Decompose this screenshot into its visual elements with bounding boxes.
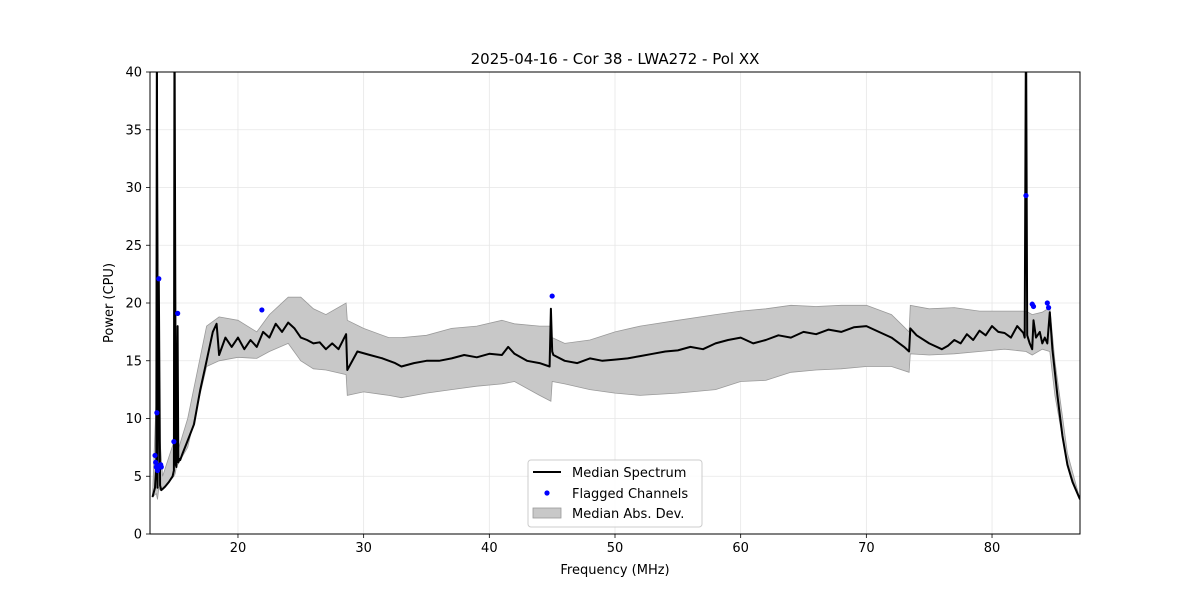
flagged-point [153, 459, 159, 465]
y-tick-label: 5 [134, 470, 142, 485]
x-axis-label: Frequency (MHz) [560, 563, 669, 578]
y-axis-label: Power (CPU) [102, 263, 117, 343]
legend-flagged-label: Flagged Channels [572, 487, 688, 502]
y-tick-label: 10 [125, 412, 142, 427]
x-tick-label: 40 [481, 541, 498, 556]
mad-band-layer [152, 129, 1080, 500]
legend-flagged-swatch [544, 490, 550, 496]
flagged-points-layer [152, 192, 1052, 474]
x-tick-label: 70 [858, 541, 875, 556]
y-tick-label: 20 [125, 297, 142, 312]
y-tick-label: 35 [125, 123, 142, 138]
flagged-point [156, 276, 162, 282]
median-spectrum-line [151, 72, 1080, 500]
legend-median-label: Median Spectrum [572, 466, 686, 481]
y-tick-label: 0 [134, 528, 142, 543]
flagged-point [1045, 305, 1052, 311]
flagged-point [1030, 303, 1037, 310]
flagged-point [171, 439, 177, 445]
flagged-point [154, 467, 161, 474]
flagged-point [154, 410, 160, 416]
x-tick-label: 20 [230, 541, 247, 556]
y-tick-label: 25 [125, 239, 142, 254]
y-tick-label: 30 [125, 181, 142, 196]
x-tick-label: 80 [984, 541, 1001, 556]
y-tick-label: 15 [125, 354, 142, 369]
flagged-point [152, 452, 158, 459]
axis-ticks: 20 30 40 50 60 70 80 0 5 10 15 20 25 30 35 40 [125, 66, 1000, 557]
flagged-point [259, 307, 265, 313]
x-tick-label: 30 [355, 541, 372, 556]
legend-box [527, 459, 703, 528]
legend-mad-label: Median Abs. Dev. [572, 507, 684, 522]
x-tick-label: 60 [732, 541, 749, 556]
flagged-point [158, 464, 164, 470]
legend: Median Spectrum Flagged Channels Median … [527, 459, 703, 528]
flagged-point [549, 293, 555, 299]
flagged-point [1023, 192, 1029, 199]
flagged-point [175, 310, 181, 316]
median-line-layer [151, 72, 1080, 500]
chart-title: 2025-04-16 - Cor 38 - LWA272 - Pol XX [471, 50, 760, 68]
flagged-point [1044, 300, 1050, 306]
legend-mad-swatch [532, 507, 562, 519]
x-tick-label: 50 [607, 541, 624, 556]
y-tick-label: 40 [125, 66, 142, 81]
mad-band [152, 129, 1080, 500]
